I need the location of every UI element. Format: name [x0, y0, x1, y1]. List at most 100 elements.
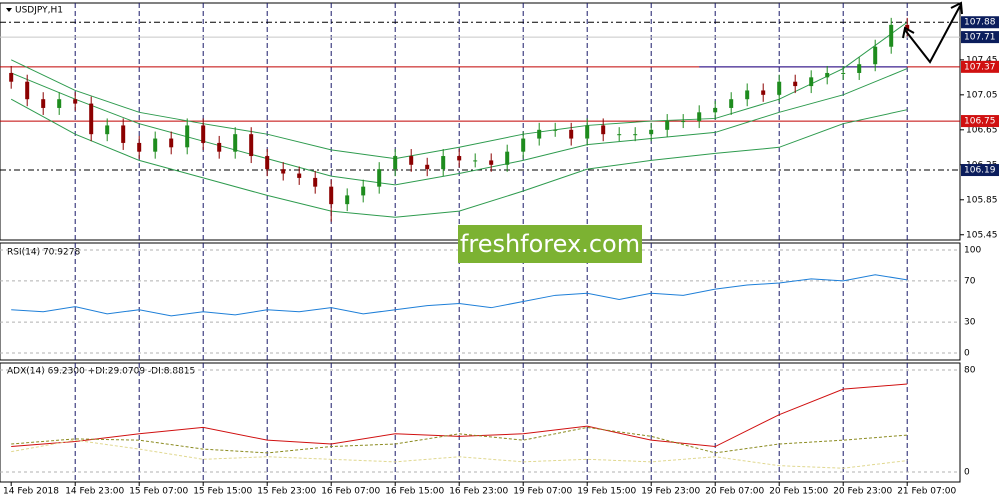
adx-title: ADX(14) 69.2300 +DI:29.0709 -DI:8.8815	[7, 367, 195, 377]
candle-body	[9, 72, 14, 82]
candle-body	[25, 81, 30, 100]
level-box	[961, 16, 999, 29]
symbol-title: USDJPY,H1	[15, 6, 63, 16]
candle-body	[393, 156, 398, 170]
candle-body	[873, 46, 878, 65]
level-label: 106.75	[964, 117, 996, 127]
candle-body	[329, 186, 334, 205]
watermark-box	[458, 225, 642, 263]
candle-body	[553, 129, 558, 131]
candle-body	[857, 64, 862, 73]
price-label: 105.45	[966, 230, 998, 240]
candle-body	[313, 177, 318, 187]
rsi-title: RSI(14) 70.9278	[7, 248, 80, 258]
candle-body	[505, 151, 510, 165]
indicator-tick-label: 30	[964, 318, 976, 328]
indicator-tick-label: 0	[964, 468, 970, 478]
indicator-tick-label: 100	[964, 246, 981, 256]
forecast-arrow	[902, 1, 963, 64]
candle-body	[825, 72, 830, 78]
symbol-icon	[6, 8, 12, 12]
candle-body	[105, 125, 110, 135]
candle-body	[713, 107, 718, 113]
adx-panel	[0, 362, 961, 483]
level-box	[961, 60, 999, 73]
candle-body	[201, 125, 206, 143]
candle-body	[265, 156, 270, 170]
price-label: 105.85	[966, 195, 998, 205]
candle-body	[41, 99, 46, 108]
candle-body	[585, 125, 590, 139]
level-label: 107.71	[964, 33, 996, 43]
candle-body	[281, 169, 286, 174]
time-label: 16 Feb 07:00	[321, 487, 380, 497]
indicator-tick-label: 80	[964, 366, 976, 376]
time-label: 21 Feb 07:00	[897, 487, 956, 497]
level-box	[961, 115, 999, 128]
price-label: 107.45	[966, 55, 998, 65]
watermark: freshforex.com	[460, 230, 640, 258]
time-label: 20 Feb 15:00	[769, 487, 828, 497]
time-label: 15 Feb 15:00	[193, 487, 252, 497]
candle-body	[377, 169, 382, 187]
time-label: 20 Feb 23:00	[833, 487, 892, 497]
candle-body	[57, 99, 62, 108]
candle-body	[169, 138, 174, 148]
time-label: 15 Feb 23:00	[257, 487, 316, 497]
candle-body	[249, 134, 254, 157]
time-label: 20 Feb 07:00	[705, 487, 764, 497]
candle-body	[905, 24, 910, 30]
candle-body	[217, 142, 222, 152]
candle-body	[601, 125, 606, 135]
candle-body	[409, 156, 414, 165]
time-label: 15 Feb 07:00	[129, 487, 188, 497]
time-label: 16 Feb 23:00	[449, 487, 508, 497]
candle-body	[153, 138, 158, 152]
indicator-tick-label: 70	[964, 276, 976, 286]
candle-body	[473, 160, 478, 162]
time-label: 16 Feb 15:00	[385, 487, 444, 497]
time-label: 14 Feb 23:00	[65, 487, 124, 497]
level-label: 107.88	[964, 18, 996, 28]
indicator-line	[11, 426, 908, 454]
candle-body	[729, 99, 734, 108]
indicator-tick-label: 0	[964, 348, 970, 358]
candle-body	[697, 112, 702, 122]
candle-body	[361, 186, 366, 196]
candle-body	[569, 129, 574, 139]
level-label: 106.19	[964, 166, 996, 176]
price-label: 107.05	[966, 90, 998, 100]
candle-body	[457, 156, 462, 161]
level-label: 107.37	[964, 62, 996, 72]
candle-body	[889, 24, 894, 47]
candle-body	[441, 156, 446, 170]
time-label: 19 Feb 15:00	[577, 487, 636, 497]
candle-body	[521, 138, 526, 152]
candle-body	[761, 90, 766, 95]
candle-body	[681, 121, 686, 123]
indicator-line	[10, 21, 908, 160]
candle-body	[185, 125, 190, 148]
level-box	[961, 31, 999, 44]
candle-body	[233, 134, 238, 152]
candle-body	[809, 77, 814, 87]
time-label: 14 Feb 2018	[3, 487, 59, 497]
candle-body	[121, 125, 126, 143]
time-label: 19 Feb 07:00	[513, 487, 572, 497]
candle-body	[617, 134, 622, 136]
candle-body	[633, 134, 638, 136]
price-label: 106.65	[966, 125, 998, 135]
candle-body	[297, 173, 302, 178]
candle-body	[425, 164, 430, 170]
candle-body	[345, 195, 350, 205]
candle-body	[73, 99, 78, 104]
candle-body	[665, 121, 670, 130]
indicator-line	[11, 68, 908, 186]
candle-body	[793, 81, 798, 87]
candle-body	[137, 142, 142, 152]
candle-body	[777, 81, 782, 95]
candle-body	[841, 72, 846, 74]
candle-body	[649, 129, 654, 135]
candle-body	[537, 129, 542, 139]
